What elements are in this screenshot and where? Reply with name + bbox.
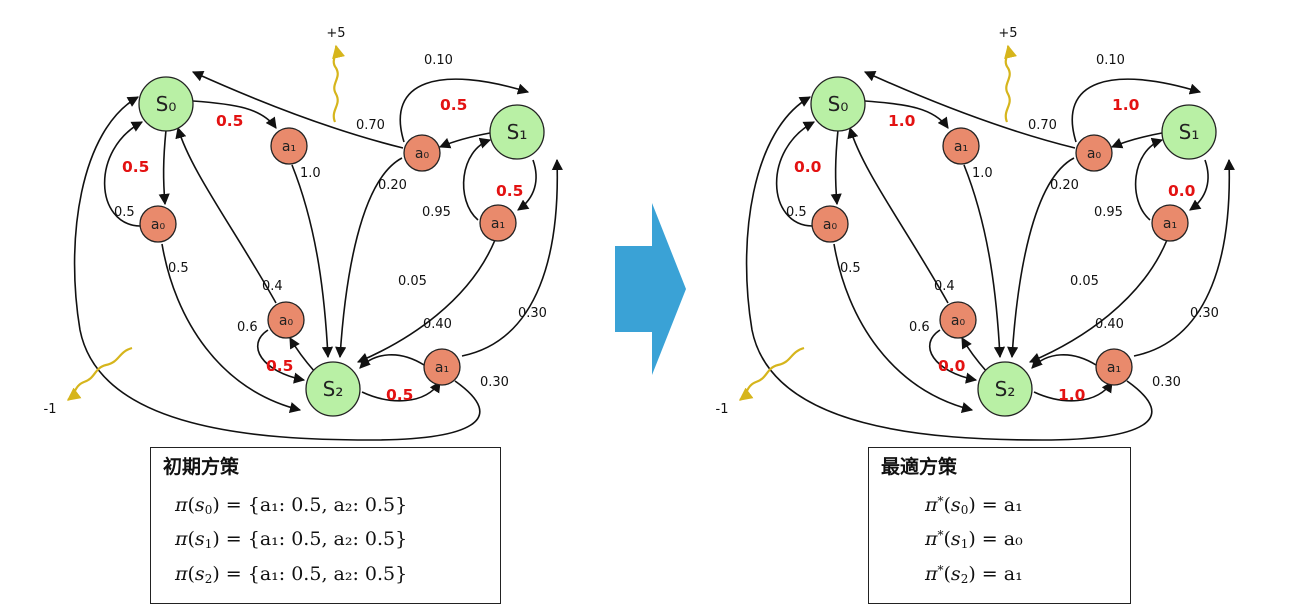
prob-label: 0.6 <box>909 320 930 335</box>
state-s0-label: S₀ <box>156 92 177 116</box>
reward-minus-label: -1 <box>44 402 57 417</box>
optimal-policy-diagram: S₀ S₁ S₂ a₁ a₀ a₀ a₁ a₀ a₁ +5 -1 0.5 0.5… <box>716 26 1230 440</box>
action-label: a₁ <box>282 139 296 155</box>
prob-label: 0.30 <box>1152 375 1181 390</box>
prob-label: 0.40 <box>423 317 452 332</box>
prob-label: 1.0 <box>972 166 993 181</box>
action-label: a₁ <box>954 139 968 155</box>
optimal-policy-box: 最適方策 π*(s0) = a₁ π*(s1) = a₀ π*(s2) = a₁ <box>868 447 1131 604</box>
state-s2-label: S₂ <box>995 377 1016 401</box>
prob-label: 0.95 <box>422 205 451 220</box>
action-label: a₀ <box>151 217 166 233</box>
prob-label: 0.05 <box>1070 274 1099 289</box>
state-s0-label: S₀ <box>828 92 849 116</box>
prob-label: 0.5 <box>114 205 135 220</box>
policy-s2-a1: 0.5 <box>386 386 413 404</box>
action-label: a₁ <box>1107 360 1121 376</box>
initial-policy-box: 初期方策 π(s0) = {a₁: 0.5, a₂: 0.5} π(s1) = … <box>150 447 501 604</box>
action-label: a₁ <box>435 360 449 376</box>
prob-label: 0.30 <box>518 306 547 321</box>
policy-s1-a1: 0.5 <box>496 182 523 200</box>
prob-label: 0.5 <box>786 205 807 220</box>
prob-label: 0.10 <box>424 53 453 68</box>
state-s1-label: S₁ <box>1179 120 1200 144</box>
action-label: a₁ <box>491 216 505 232</box>
prob-label: 0.70 <box>1028 118 1057 133</box>
action-label: a₀ <box>823 217 838 233</box>
reward-plus-label: +5 <box>998 26 1017 41</box>
prob-label: 0.4 <box>934 279 955 294</box>
optimal-policy-title: 最適方策 <box>881 456 958 478</box>
policy-s0-a0: 0.5 <box>122 158 149 176</box>
state-s2-label: S₂ <box>323 377 344 401</box>
prob-label: 0.40 <box>1095 317 1124 332</box>
policy-s0-a0: 0.0 <box>794 158 822 176</box>
action-label: a₁ <box>1163 216 1177 232</box>
policy-s1-a0: 0.5 <box>440 96 467 114</box>
optimal-policy-formula-s0: π*(s0) = a₁ <box>925 494 1023 517</box>
action-label: a₀ <box>951 313 966 329</box>
initial-policy-formula-s0: π(s0) = {a₁: 0.5, a₂: 0.5} <box>175 494 408 517</box>
prob-label: 0.20 <box>378 178 407 193</box>
prob-label: 0.70 <box>356 118 385 133</box>
policy-s1-a1: 0.0 <box>1168 182 1196 200</box>
prob-label: 0.6 <box>237 320 258 335</box>
transition-arrow <box>615 203 686 375</box>
prob-label: 0.30 <box>480 375 509 390</box>
action-label: a₀ <box>1087 146 1102 162</box>
action-label: a₀ <box>415 146 430 162</box>
state-s1-label: S₁ <box>507 120 528 144</box>
policy-s2-a0: 0.5 <box>266 357 293 375</box>
initial-policy-title: 初期方策 <box>163 456 240 478</box>
prob-label: 0.30 <box>1190 306 1219 321</box>
policy-s2-a1: 1.0 <box>1058 386 1086 404</box>
action-label: a₀ <box>279 313 294 329</box>
policy-s0-a1: 1.0 <box>888 112 916 130</box>
prob-label: 0.5 <box>840 261 861 276</box>
prob-label: 0.95 <box>1094 205 1123 220</box>
initial-policy-diagram: S₀ S₁ S₂ a₁ a₀ a₀ a₁ a₀ a₁ +5 -1 0.5 0.5… <box>44 26 558 440</box>
prob-label: 0.4 <box>262 279 283 294</box>
initial-policy-formula-s1: π(s1) = {a₁: 0.5, a₂: 0.5} <box>175 528 408 551</box>
prob-label: 0.5 <box>168 261 189 276</box>
optimal-policy-formula-s1: π*(s1) = a₀ <box>925 528 1023 551</box>
prob-label: 1.0 <box>300 166 321 181</box>
initial-policy-formula-s2: π(s2) = {a₁: 0.5, a₂: 0.5} <box>175 563 408 586</box>
policy-s0-a1: 0.5 <box>216 112 243 130</box>
reward-minus-label: -1 <box>716 402 729 417</box>
policy-s1-a0: 1.0 <box>1112 96 1140 114</box>
policy-s2-a0: 0.0 <box>938 357 966 375</box>
reward-plus-label: +5 <box>326 26 345 41</box>
prob-label: 0.20 <box>1050 178 1079 193</box>
prob-label: 0.10 <box>1096 53 1125 68</box>
prob-label: 0.05 <box>398 274 427 289</box>
optimal-policy-formula-s2: π*(s2) = a₁ <box>925 563 1023 586</box>
